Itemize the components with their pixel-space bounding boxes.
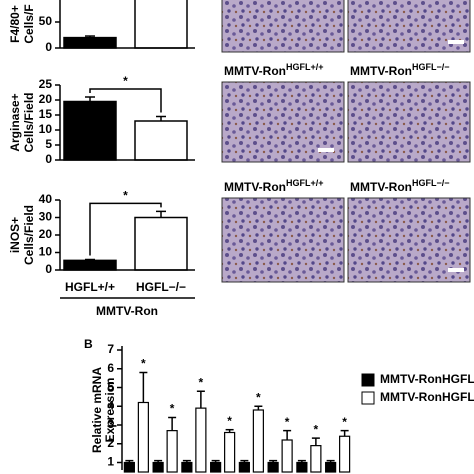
scale-bar bbox=[448, 268, 464, 272]
y-tick-label: 5 bbox=[45, 137, 52, 151]
legend-swatch bbox=[361, 391, 375, 405]
y-tick-label: 30 bbox=[39, 210, 53, 224]
bar bbox=[310, 445, 322, 473]
label: MMTV-RonHGFL−/− bbox=[350, 62, 450, 78]
bar bbox=[134, 216, 188, 271]
bar bbox=[181, 461, 193, 473]
bar bbox=[137, 401, 149, 473]
annotation: * bbox=[141, 357, 146, 371]
label-base: MMTV-Ron bbox=[224, 64, 286, 78]
annotation: * bbox=[314, 422, 319, 436]
y-tick-label: 2 bbox=[107, 436, 114, 450]
scale-bar bbox=[448, 40, 464, 44]
y-tick-label: 40 bbox=[39, 192, 53, 206]
y-tick-label: 0 bbox=[45, 40, 52, 54]
label-base: MMTV-Ron bbox=[350, 180, 412, 194]
bracket bbox=[89, 202, 162, 256]
bar bbox=[134, 0, 188, 49]
micrograph bbox=[221, 197, 345, 283]
micrograph bbox=[347, 81, 471, 163]
micrographs bbox=[221, 0, 471, 283]
bracket bbox=[89, 88, 162, 113]
group-label: MMTV-Ron bbox=[96, 304, 158, 318]
bar bbox=[296, 461, 308, 473]
y-axis-label: Expression bbox=[103, 378, 117, 443]
y-tick-label: 7 bbox=[107, 342, 114, 356]
bar bbox=[281, 439, 293, 473]
y-tick-label: 4 bbox=[107, 398, 114, 412]
y-axis-label: Arginase+ bbox=[8, 93, 22, 151]
bar bbox=[252, 409, 264, 473]
y-tick-label: 25 bbox=[39, 77, 53, 91]
bar bbox=[325, 461, 337, 473]
bar bbox=[63, 36, 117, 49]
label: MMTV-RonHGFL−/− bbox=[350, 178, 450, 194]
annotation: * bbox=[123, 189, 128, 203]
y-axis-label: Cells/Field bbox=[22, 92, 36, 152]
y-axis-label: Cells/F bbox=[22, 4, 36, 43]
y-tick-label: 6 bbox=[107, 361, 114, 375]
y-tick-label: 0 bbox=[45, 262, 52, 276]
x-tick-label: HGFL+/+ bbox=[65, 280, 115, 294]
legend-label: MMTV-RonHGFL+/+ bbox=[380, 372, 474, 386]
y-tick-label: 0 bbox=[45, 152, 52, 166]
label-sup: HGFL−/− bbox=[412, 178, 450, 188]
y-tick-label: 3 bbox=[107, 417, 114, 431]
y-tick-label: 20 bbox=[39, 227, 53, 241]
y-axis-label: Relative mRNA bbox=[90, 367, 104, 453]
label: MMTV-RonHGFL+/+ bbox=[224, 178, 324, 194]
legend-swatch bbox=[361, 373, 375, 387]
bar bbox=[134, 120, 188, 161]
y-tick-label: 15 bbox=[39, 107, 53, 121]
bar bbox=[123, 461, 135, 473]
y-tick-label: 5 bbox=[107, 380, 114, 394]
y-tick-label: 50 bbox=[39, 14, 53, 28]
annotation: * bbox=[227, 414, 232, 428]
micrograph bbox=[221, 0, 345, 53]
panel-label: B bbox=[84, 337, 93, 351]
y-tick-label: 1 bbox=[107, 455, 114, 469]
bar bbox=[152, 461, 164, 473]
legend-label: MMTV-RonHGFL−/− bbox=[380, 390, 474, 404]
scale-bar bbox=[318, 148, 334, 152]
label-sup: HGFL+/+ bbox=[286, 178, 324, 188]
bar bbox=[224, 431, 236, 473]
y-axis-label: Cells/Field bbox=[22, 205, 36, 265]
label-base: MMTV-Ron bbox=[350, 64, 412, 78]
y-axis-label: iNOS+ bbox=[8, 217, 22, 253]
annotation: * bbox=[285, 415, 290, 429]
bar bbox=[63, 259, 117, 271]
bar bbox=[267, 461, 279, 473]
bar bbox=[339, 435, 351, 473]
y-tick-label: 10 bbox=[39, 245, 53, 259]
y-axis-label: F4/80+ bbox=[8, 5, 22, 43]
annotation: * bbox=[123, 74, 128, 88]
y-tick-label: 10 bbox=[39, 122, 53, 136]
x-tick-label: HGFL−/− bbox=[136, 280, 186, 294]
label-sup: HGFL−/− bbox=[412, 62, 450, 72]
bar bbox=[166, 430, 178, 473]
y-tick-label: 20 bbox=[39, 92, 53, 106]
bar bbox=[63, 100, 117, 161]
bar bbox=[195, 407, 207, 473]
bar bbox=[238, 461, 250, 473]
label-base: MMTV-Ron bbox=[224, 180, 286, 194]
annotation: * bbox=[170, 402, 175, 416]
annotation: * bbox=[342, 415, 347, 429]
annotation: * bbox=[256, 390, 261, 404]
label: MMTV-RonHGFL+/+ bbox=[224, 62, 324, 78]
label-sup: HGFL+/+ bbox=[286, 62, 324, 72]
annotation: * bbox=[199, 375, 204, 389]
micrograph bbox=[347, 0, 471, 53]
bar bbox=[210, 461, 222, 473]
